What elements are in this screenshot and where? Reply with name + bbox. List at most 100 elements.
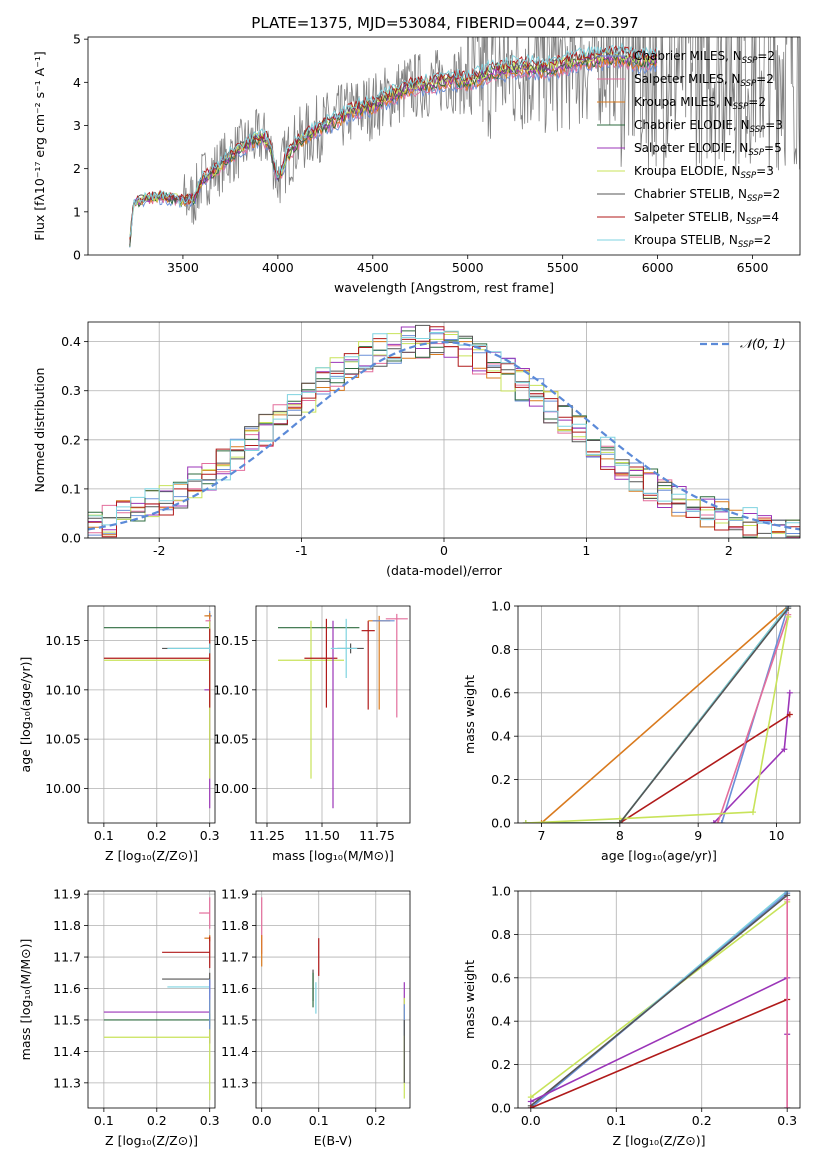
massweight_vs_Z-plot (527, 891, 791, 1108)
x-tick-label: -1 (295, 543, 307, 558)
model-spectrum-line (129, 45, 658, 240)
legend-label: Chabrier STELIB, NSSP=2 (634, 187, 780, 204)
mass-weight-line (530, 976, 788, 1108)
y-tick-label: 11.6 (221, 981, 249, 996)
x-tick-label: 10 (769, 828, 785, 843)
y-tick-label: 3 (73, 118, 81, 133)
spectrum-legend: Chabrier MILES, NSSP=2 Salpeter MILES, NS… (597, 49, 783, 250)
data-point (527, 1098, 534, 1105)
age_vs_Z-grid (88, 606, 215, 823)
y-tick-label: 11.8 (221, 918, 249, 933)
x-tick-label: 0.2 (692, 1113, 712, 1128)
residuals-frame (87, 321, 801, 539)
age_vs_Z-axes: 0.1 0.2 0.3 10.00 10.05 10.10 10.15 Z [log₁₀(Z/… (18, 606, 220, 863)
x-axis-label: age [log₁₀(age/yr)] (601, 848, 717, 863)
legend-label: Chabrier MILES, NSSP=2 (634, 49, 775, 66)
gaussian-legend-label: 𝒩(0, 1) (740, 336, 786, 351)
y-tick-label: 10.00 (213, 781, 249, 796)
x-tick-label: 0 (440, 543, 448, 558)
massweight_vs_age-plot (522, 606, 793, 823)
y-tick-label: 11.9 (53, 887, 81, 902)
residual-histogram (88, 326, 800, 538)
mass-weight-line (530, 998, 788, 1108)
residuals-axes: -2 -1 0 1 2 0.0 0.1 0.2 0.3 0.4 (data-model)/error… (32, 322, 800, 578)
y-axis-label: age [log₁₀(age/yr)] (18, 657, 33, 773)
data-point (714, 820, 721, 823)
x-tick-label: 0.3 (200, 828, 220, 843)
data-point (718, 820, 725, 823)
y-tick-label: 10.05 (45, 732, 81, 747)
data-point (616, 820, 623, 823)
mass_vs_ebv-plot (261, 897, 405, 1099)
y-tick-label: 0.0 (61, 531, 81, 546)
x-tick-label: 11.50 (304, 828, 340, 843)
mass-weight-line (619, 607, 789, 823)
x-tick-label: 9 (694, 828, 702, 843)
mass-weight-line (540, 606, 789, 823)
x-tick-label: 11.25 (249, 828, 285, 843)
x-tick-label: 0.3 (777, 1113, 797, 1128)
mass_vs_Z-grid (88, 891, 215, 1108)
x-tick-label: 0.1 (606, 1113, 626, 1128)
x-tick-label: 6000 (642, 260, 674, 275)
y-tick-label: 10.15 (213, 633, 249, 648)
mass-weight-line (717, 614, 790, 823)
legend-label: Salpeter MILES, NSSP=2 (634, 72, 774, 89)
y-tick-label: 11.5 (221, 1012, 249, 1027)
x-tick-label: 0.0 (252, 1113, 272, 1128)
y-tick-label: 11.9 (221, 887, 249, 902)
massweight_vs_Z-frame (517, 890, 801, 1109)
mass_vs_ebv-axes: 0.0 0.1 0.2 11.3 11.4 11.5 11.6 11.7 11.8 11.9 E(B… (221, 887, 410, 1148)
x-tick-label: 0.1 (309, 1113, 329, 1128)
y-tick-label: 0.1 (61, 481, 81, 496)
data-point (538, 820, 545, 823)
y-tick-label: 0.6 (491, 970, 511, 985)
mass-weight-line (530, 894, 788, 1107)
data-point (522, 820, 529, 823)
data-point (784, 896, 791, 903)
mass_vs_Z-plot (103, 897, 211, 1101)
data-point (527, 1105, 534, 1108)
y-axis-label: Flux [fλ10⁻¹⁷ erg cm⁻² s⁻¹ A⁻¹] (32, 51, 47, 240)
x-axis-label: (data-model)/error (386, 563, 503, 578)
x-axis-label: E(B-V) (314, 1133, 353, 1148)
x-tick-label: 0.0 (521, 1113, 541, 1128)
x-tick-label: -2 (153, 543, 165, 558)
spectrum-axes: 3500 4000 4500 5000 5500 6000 6500 0 1 2 3 4 5 wavele… (32, 32, 768, 295)
x-tick-label: 4500 (357, 260, 389, 275)
x-axis-label: Z [log₁₀(Z/Z⊙)] (105, 1133, 198, 1148)
y-tick-label: 10.10 (45, 682, 81, 697)
x-axis-label: Z [log₁₀(Z/Z⊙)] (105, 848, 198, 863)
age_vs_mass-axes: 11.25 11.50 11.75 10.00 10.05 10.10 10.15 mass … (213, 606, 410, 863)
y-tick-label: 1 (73, 204, 81, 219)
y-tick-label: 0 (73, 248, 81, 263)
y-tick-label: 0.4 (491, 729, 511, 744)
residual-histogram (88, 330, 800, 538)
y-tick-label: 11.7 (53, 950, 81, 965)
age_vs_Z-plot (103, 610, 212, 809)
y-tick-label: 0.0 (491, 816, 511, 831)
y-tick-label: 0.2 (491, 772, 511, 787)
x-tick-label: 4000 (262, 260, 294, 275)
observed-spectrum-line (129, 37, 800, 246)
x-tick-label: 0.2 (366, 1113, 386, 1128)
y-tick-label: 0.2 (61, 432, 81, 447)
data-point (750, 809, 756, 816)
x-tick-label: 7 (538, 828, 546, 843)
age_vs_Z-frame (87, 605, 216, 824)
y-tick-label: 0.6 (491, 685, 511, 700)
x-axis-label: Z [log₁₀(Z/Z⊙)] (613, 1133, 706, 1148)
y-tick-label: 0.3 (61, 383, 81, 398)
mass_vs_ebv-frame (255, 890, 411, 1109)
y-tick-label: 11.5 (53, 1012, 81, 1027)
residual-histogram (88, 324, 800, 537)
y-axis-label: mass [log₁₀(M/M⊙)] (18, 939, 33, 1061)
y-tick-label: 11.8 (53, 918, 81, 933)
mass-weight-line (619, 713, 791, 823)
x-tick-label: 3500 (167, 260, 199, 275)
y-tick-label: 11.6 (53, 981, 81, 996)
model-spectrum-line (129, 42, 658, 237)
spectrum-frame (87, 36, 801, 256)
x-tick-label: 11.75 (359, 828, 395, 843)
